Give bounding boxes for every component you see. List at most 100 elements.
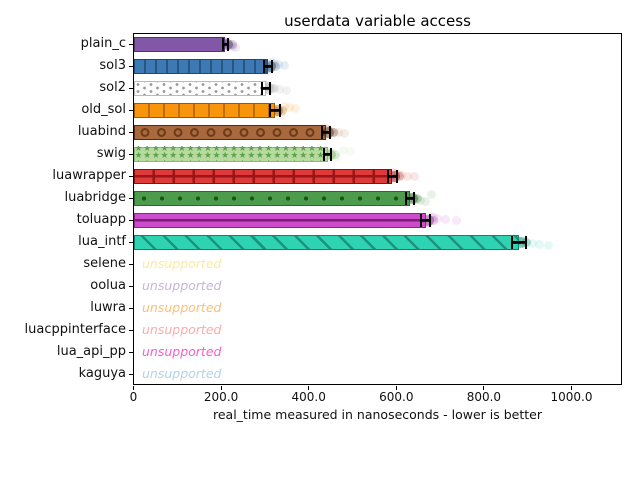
xtick-mark	[220, 386, 222, 390]
errorbar-luabridge	[405, 191, 416, 205]
ytick-mark	[129, 307, 133, 309]
sample-cluster	[269, 83, 279, 93]
sample-cluster	[330, 149, 340, 159]
sample-dot	[333, 153, 343, 163]
ytick-label-luabridge: luabridge	[64, 190, 126, 205]
sample-dot	[393, 169, 403, 179]
sample-dot	[433, 213, 443, 223]
ytick-label-toluapp: toluapp	[76, 212, 126, 227]
xtick-mark	[308, 386, 310, 390]
bar-luawrapper	[133, 168, 393, 184]
ytick-mark	[129, 175, 133, 177]
sample-dot	[340, 129, 350, 139]
xtick-mark	[483, 386, 485, 390]
sample-cluster	[395, 171, 405, 181]
ytick-mark	[129, 131, 133, 133]
sample-dot	[428, 212, 438, 222]
ytick-label-swig: swig	[96, 146, 126, 161]
ytick-label-kaguya: kaguya	[78, 366, 126, 381]
sample-dot	[225, 41, 235, 51]
ytick-label-lua_intf: lua_intf	[78, 234, 126, 249]
ytick-label-luawrapper: luawrapper	[52, 168, 126, 183]
bar-luabind	[133, 124, 326, 140]
sample-dot	[403, 171, 413, 181]
errorbar-sol2	[261, 81, 272, 95]
xtick-label-600: 600.0	[379, 390, 414, 404]
bar-sol3	[133, 58, 268, 74]
errorbar-luabind	[320, 125, 331, 139]
ytick-mark	[129, 43, 133, 45]
sample-cluster	[413, 193, 423, 203]
sample-dot	[273, 59, 283, 69]
sample-dot	[334, 128, 344, 138]
ytick-label-selene: selene	[83, 256, 126, 271]
bar-old_sol	[133, 102, 275, 118]
ytick-mark	[129, 263, 133, 265]
xtick-mark	[571, 386, 572, 390]
sample-cluster	[270, 61, 280, 71]
ytick-label-sol3: sol3	[99, 58, 126, 73]
sample-dot	[426, 189, 436, 199]
sample-dot	[522, 238, 532, 248]
sample-dot	[527, 239, 537, 249]
sample-dot	[326, 126, 336, 136]
errorbar-luawrapper	[386, 169, 399, 183]
xtick-label-1000: 1000.0	[550, 390, 593, 404]
ytick-mark	[129, 153, 133, 155]
sample-dot	[345, 146, 355, 156]
sample-dot	[290, 103, 300, 113]
xtick-label-200: 200.0	[203, 390, 239, 404]
x-axis-label: real_time measured in nanoseconds - lowe…	[212, 407, 542, 422]
bar-toluapp	[133, 212, 426, 228]
ytick-mark	[129, 351, 133, 353]
sample-dot	[420, 197, 430, 207]
xtick-label-800: 800.0	[466, 390, 502, 404]
ytick-label-luwra: luwra	[90, 300, 126, 315]
sample-dot	[329, 152, 339, 162]
ytick-mark	[129, 65, 133, 67]
xtick-mark	[133, 386, 134, 390]
errorbar-plain_c	[221, 37, 229, 51]
unsupported-label-oolua: unsupported	[142, 278, 222, 293]
ytick-mark	[129, 219, 133, 221]
unsupported-label-luacppinterface: unsupported	[142, 322, 222, 337]
sample-dot	[270, 58, 280, 68]
sample-dot	[276, 109, 286, 119]
ytick-label-lua_api_pp: lua_api_pp	[56, 344, 126, 359]
ytick-label-plain_c: plain_c	[80, 36, 126, 51]
sample-dot	[338, 145, 348, 155]
ytick-label-luacppinterface: luacppinterface	[24, 322, 126, 337]
star-hatch: ★★★★★★★★★★★★★★★★★★★★★★ ★★★★★★★★★★★★★★★★★★…	[134, 145, 327, 161]
sample-dot	[227, 42, 237, 52]
sample-dot	[330, 127, 340, 137]
errorbar-toluapp	[419, 213, 432, 227]
sample-cluster	[228, 39, 238, 49]
unsupported-label-luwra: unsupported	[142, 300, 222, 315]
ytick-mark	[129, 329, 133, 331]
sample-dot	[266, 83, 276, 93]
ytick-label-sol2: sol2	[99, 80, 126, 95]
sample-dot	[279, 60, 289, 70]
sample-dot	[231, 43, 241, 53]
xtick-label-0: 0	[129, 390, 138, 404]
bar-plain_c	[133, 36, 226, 52]
bar-lua_intf	[133, 234, 519, 250]
errorbar-old_sol	[268, 103, 282, 117]
ytick-label-oolua: oolua	[90, 278, 126, 293]
unsupported-label-lua_api_pp: unsupported	[142, 344, 222, 359]
sample-dot	[412, 195, 422, 205]
sample-dot	[275, 85, 285, 95]
sample-dot	[284, 102, 294, 112]
ytick-label-luabind: luabind	[77, 124, 126, 139]
chart-title: userdata variable access	[284, 12, 471, 30]
ytick-mark	[129, 241, 133, 243]
bar-swig: ★★★★★★★★★★★★★★★★★★★★★★ ★★★★★★★★★★★★★★★★★★…	[133, 145, 328, 162]
ytick-mark	[129, 87, 133, 89]
sample-dot	[281, 86, 291, 96]
ytick-mark	[129, 285, 133, 287]
sample-cluster	[277, 105, 287, 115]
sample-dot	[280, 101, 290, 111]
sample-dot	[544, 241, 554, 251]
ytick-label-old_sol: old_sol	[81, 102, 126, 117]
